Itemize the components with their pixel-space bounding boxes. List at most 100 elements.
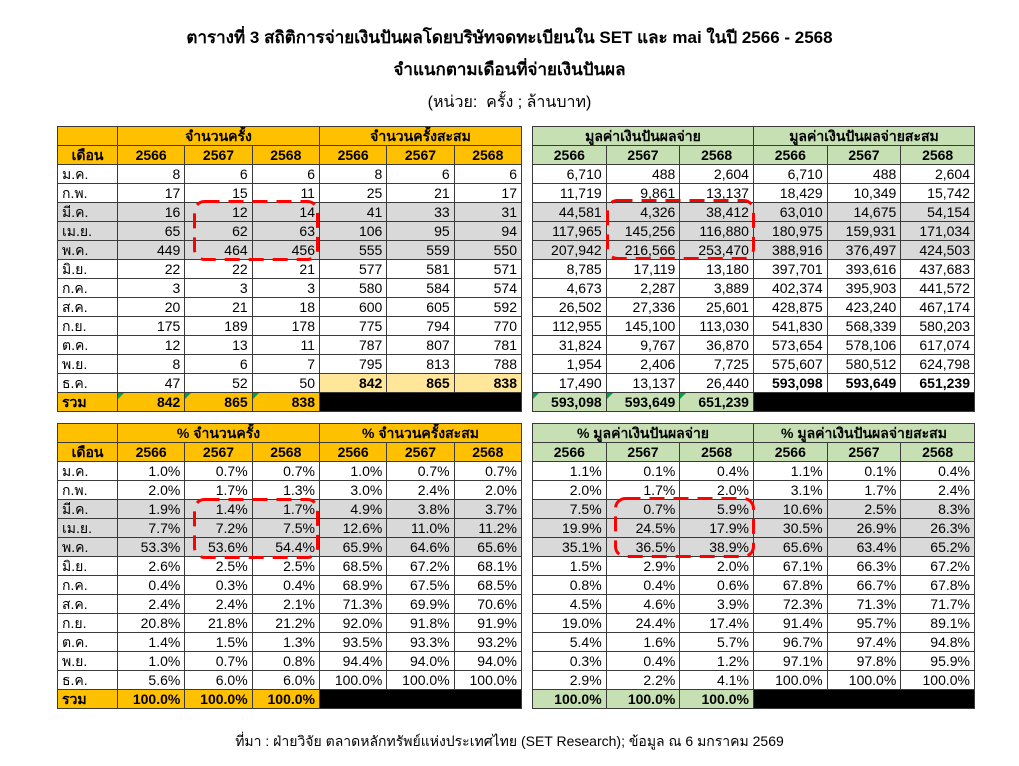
table-row: 0.8% 0.4% 0.6% 67.8% 66.7% 67.8% [532,575,975,595]
year-header: 2566 [532,145,607,165]
value-cell: 12.6% [318,518,388,538]
value-cell: 13,180 [679,259,754,279]
value-cell: 573,654 [752,335,828,355]
group-header-row: จำนวนครั้ง จำนวนครั้งสะสม [57,126,523,146]
year-header: 2567 [386,145,455,165]
value-cell: 580,512 [826,354,902,374]
value-cell: 41 [318,202,388,222]
value-cell: 1.7% [184,480,253,500]
value-cell: 428,875 [752,297,828,317]
value-cell: 2.6% [116,556,186,576]
total-cell: 842 [116,392,186,412]
value-cell: 100.0% [453,670,523,690]
table-row: พ.ย. 1.0% 0.7% 0.8% 94.4% 94.0% 94.0% [57,651,523,671]
value-cell: 0.3% [532,651,607,671]
value-cell: 171,034 [900,221,975,241]
value-cell: 2.2% [605,670,681,690]
value-cell: 2.0% [453,480,523,500]
value-cell: 97.4% [826,632,902,652]
month-header: เดือน [57,145,118,165]
month-cell: ม.ค. [57,164,118,184]
value-cell: 0.4% [679,461,754,481]
year-header: 2567 [826,145,902,165]
value-cell: 53.6% [184,537,253,557]
value-cell: 12 [184,202,253,222]
value-cell: 19.9% [532,518,607,538]
value-cell: 8 [116,164,186,184]
table-row: พ.ค. 53.3% 53.6% 54.4% 65.9% 64.6% 65.6% [57,537,523,557]
value-cell: 72.3% [752,594,828,614]
value-cell: 541,830 [752,316,828,336]
month-cell: ก.พ. [57,480,118,500]
value-cell: 1.5% [184,632,253,652]
value-cell: 66.3% [826,556,902,576]
value-cell: 559 [386,240,455,260]
total-label: รวม [57,689,118,709]
value-grid: มูลค่าเงินปันผลจ่าย มูลค่าเงินปันผลจ่ายสะ… [532,126,976,412]
value-cell: 3.9% [679,594,754,614]
table-row: ก.ค. 0.4% 0.3% 0.4% 68.9% 67.5% 68.5% [57,575,523,595]
year-header: 2567 [184,442,253,462]
value-cell: 14,675 [826,202,902,222]
month-cell: ธ.ค. [57,373,118,393]
value-cell: 52 [184,373,253,393]
year-header: 2566 [116,442,186,462]
month-cell: พ.ค. [57,240,118,260]
table-row: 2.0% 1.7% 2.0% 3.1% 1.7% 2.4% [532,480,975,500]
value-cell: 441,572 [900,278,975,298]
value-cell: 0.7% [184,461,253,481]
year-header-row: เดือน 2566 2567 2568 2566 2567 2568 [57,442,523,462]
value-cell: 65.9% [318,537,388,557]
value-cell: 112,955 [532,316,607,336]
value-cell: 71.3% [826,594,902,614]
group-header: มูลค่าเงินปันผลจ่าย [532,126,754,146]
value-cell: 17 [116,183,186,203]
table-row: พ.ค. 449 464 456 555 559 550 [57,240,523,260]
table-row: 31,824 9,767 36,870 573,654 578,106 617,074 [532,335,975,355]
value-cell: 253,470 [679,240,754,260]
table-row: 2.9% 2.2% 4.1% 100.0% 100.0% 100.0% [532,670,975,690]
value-cell: 775 [318,316,388,336]
table-row: 117,965 145,256 116,880 180,975 159,931 171,0… [532,221,975,241]
month-cell: ก.ค. [57,278,118,298]
value-cell: 26.9% [826,518,902,538]
value-cell: 2.9% [605,556,681,576]
table-row: 8,785 17,119 13,180 397,701 393,616 437,683 [532,259,975,279]
value-cell: 2.4% [386,480,455,500]
value-cell: 113,030 [679,316,754,336]
value-cell: 21 [386,183,455,203]
table-row: 26,502 27,336 25,601 428,875 423,240 467,174 [532,297,975,317]
total-row: 593,098 593,649 651,239 [532,392,976,412]
value-cell: 25 [318,183,388,203]
value-cell: 65 [116,221,186,241]
value-cell: 21 [251,259,320,279]
value-cell: 4.5% [532,594,607,614]
value-cell: 11,719 [532,183,607,203]
year-header: 2567 [826,442,902,462]
value-cell: 44,581 [532,202,607,222]
value-cell: 24.5% [605,518,681,538]
table-row: 35.1% 36.5% 38.9% 65.6% 63.4% 65.2% [532,537,975,557]
source-note: ที่มา : ฝ่ายวิจัย ตลาดหลักทรัพย์แห่งประเ… [235,733,784,749]
value-cell: 24.4% [605,613,681,633]
value-cell: 2.4% [900,480,975,500]
value-cell: 397,701 [752,259,828,279]
value-cell: 1.0% [116,461,186,481]
value-cell: 92.0% [318,613,388,633]
total-cell: 593,098 [532,392,607,412]
value-cell: 0.7% [184,651,253,671]
value-cell: 1.9% [116,499,186,519]
value-cell: 67.2% [900,556,975,576]
group-header: % จำนวนครั้ง [117,423,320,443]
value-cell: 31 [453,202,523,222]
value-cell: 2.0% [679,480,754,500]
value-cell: 96.7% [752,632,828,652]
year-header: 2567 [605,442,681,462]
value-cell: 20 [116,297,186,317]
table-row: 19.9% 24.5% 17.9% 30.5% 26.9% 26.3% [532,518,975,538]
total-cell: 100.0% [251,689,320,709]
year-header: 2566 [318,145,388,165]
value-cell: 4.9% [318,499,388,519]
value-cell: 467,174 [900,297,975,317]
value-cell: 6 [184,354,253,374]
